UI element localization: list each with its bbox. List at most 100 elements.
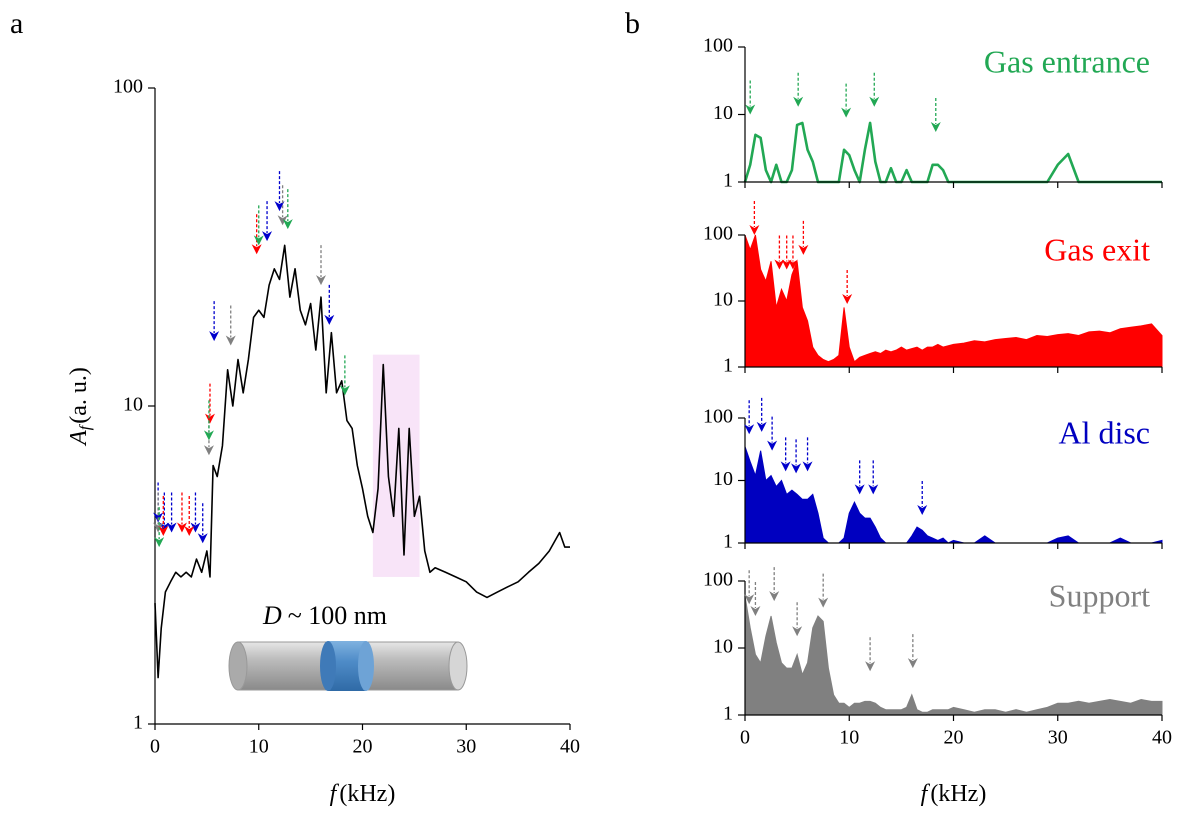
arrow-marker [203,400,214,441]
arrow-marker [802,437,813,472]
arrow-marker [917,481,928,516]
arrow-marker [745,80,756,115]
arrow-marker [841,83,852,118]
chart-panel: 1 10 100 Gas entrance [703,35,1163,192]
arrow-head [324,314,335,325]
arrow-head [798,244,809,255]
chart-title: Gas entrance [984,43,1150,79]
x-label-unit: (kHz) [930,781,986,807]
chart-panel: 1 10 100 0 10 20 30 40 f (kHz) Support [703,567,1172,807]
arrow-head [792,626,803,637]
arrow-marker [798,220,809,255]
arrow-marker [158,496,169,537]
arrow-marker [780,437,791,472]
chart-panel: 1 10 100 Gas exit [703,201,1163,377]
arrow-head [744,594,755,605]
y-tick-label: 100 [703,223,733,245]
y-tick-label: 100 [113,76,143,98]
chart-panel: 1 10 100 Al disc [703,397,1163,553]
arrow-head [253,235,264,246]
arrow-head [744,424,755,435]
panel-label: a [10,7,23,40]
arrow-head [869,96,880,107]
arrow-marker [791,439,802,474]
y-tick-label: 10 [713,289,733,311]
x-tick-label: 0 [740,727,750,749]
y-tick-label: 100 [703,569,733,591]
data-area [744,446,1163,544]
data-line [154,244,570,679]
arrow-head [749,225,760,235]
data-area [744,234,1163,368]
arrow-head [209,331,220,342]
arrow-head [225,335,236,346]
x-label-symbol: f [921,781,931,807]
arrow-marker [339,355,350,396]
arrow-marker [818,573,829,608]
arrow-head [787,259,798,270]
arrow-marker [154,507,165,548]
arrow-marker [767,416,778,451]
arrow-head [781,259,792,270]
arrow-head [930,122,941,133]
arrow-marker [865,637,876,672]
y-tick-label: 10 [713,102,733,124]
arrow-head [917,505,928,516]
arrow-marker [750,582,761,617]
arrow-head [277,215,288,226]
arrow-marker [204,383,215,424]
arrow-head [769,591,780,602]
arrow-head [184,526,195,537]
data-line [743,121,1162,184]
arrow-marker [907,634,918,669]
y-tick-label: 1 [723,170,733,192]
y-axis-label: Af(a. u.) [66,367,94,447]
arrow-marker [262,201,273,242]
arrow-head [204,413,215,424]
arrow-marker [197,503,208,544]
arrow-marker [153,492,164,533]
arrow-head [203,430,214,441]
x-tick-label: 40 [560,736,580,758]
y-label-symbol: A [66,430,92,447]
arrow-head [767,440,778,451]
y-tick-label: 10 [713,636,733,658]
arrow-head [176,522,187,533]
arrow-head [842,294,853,305]
arrow-marker [324,284,335,325]
arrow-marker [792,602,803,637]
arrow-head [339,385,350,396]
arrow-marker [225,305,236,346]
x-tick-label: 10 [249,736,269,758]
x-label-unit: (kHz) [339,781,395,807]
arrow-head [865,661,876,672]
arrow-marker [749,201,760,235]
arrow-marker [769,567,780,602]
arrow-head [907,658,918,669]
arrow-head [153,522,164,533]
chart-title: Al disc [1058,414,1150,450]
y-tick-label: 100 [703,406,733,428]
chart-title: Support [1049,577,1150,613]
x-axis-label: f (kHz) [330,781,396,807]
x-tick-label: 20 [353,736,373,758]
arrow-marker [781,235,792,270]
arrow-marker [274,171,285,212]
arrow-marker [209,301,220,342]
arrow-head [868,484,879,495]
arrow-head [197,533,208,544]
arrow-marker [184,496,195,537]
arrow-marker [756,397,767,432]
arrow-head [158,526,169,537]
arrow-head [282,219,293,230]
x-tick-label: 0 [150,736,160,758]
annotation: D ~ 100 nm [262,601,387,630]
data-area [744,595,1163,716]
arrow-head [818,597,829,608]
arrow-head [745,104,756,115]
arrow-head [154,537,165,548]
arrow-marker [253,205,264,246]
arrow-marker [842,270,853,305]
arrow-head [190,522,201,533]
